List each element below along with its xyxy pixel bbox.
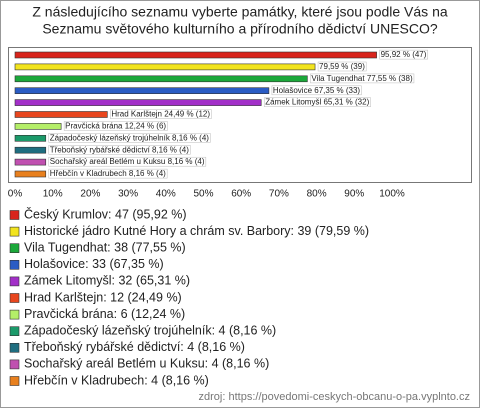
x-tick-label: 90% xyxy=(344,189,364,200)
legend-label: Třeboňský rybářské dědictví: 4 (8,16 %) xyxy=(24,340,245,354)
value-label-bg xyxy=(271,85,362,96)
value-label-bg xyxy=(263,97,371,107)
value-label: Třeboňský rybářské dědictví 8,16 % (4) xyxy=(50,145,190,154)
value-label: Holašovice 67,35 % (33) xyxy=(273,86,360,95)
x-tick-label: 0% xyxy=(8,189,23,200)
legend-label: Západočeský lázeňský trojúhelník: 4 (8,1… xyxy=(24,323,276,337)
x-tick-label: 100% xyxy=(379,189,405,200)
value-label-bg xyxy=(48,133,211,143)
value-label: Vila Tugendhat 77,55 % (38) xyxy=(311,74,413,83)
legend-label: Zámek Litomyšl: 32 (65,31 %) xyxy=(24,274,190,288)
value-label-bg xyxy=(48,145,191,155)
legend-swatch xyxy=(9,293,20,303)
value-label-bg xyxy=(63,121,168,131)
legend-label: Pravčická brána: 6 (12,24 %) xyxy=(24,307,185,321)
bar xyxy=(14,63,316,71)
legend-label: Sochařský areál Betlém u Kuksu: 4 (8,16 … xyxy=(24,357,269,371)
bar xyxy=(14,99,262,106)
x-tick-label: 80% xyxy=(307,189,327,200)
bar xyxy=(14,146,47,154)
legend-label: Holašovice: 33 (67,35 %) xyxy=(24,257,164,271)
value-label-bg xyxy=(379,49,429,60)
value-label-bg xyxy=(48,156,207,167)
legend-label: Hřebčín v Kladrubech: 4 (8,16 %) xyxy=(24,373,209,387)
bar xyxy=(14,158,47,166)
value-label: 95,92 % (47) xyxy=(381,50,427,59)
legend-label: Vila Tugendhat: 38 (77,55 %) xyxy=(24,240,186,254)
x-tick-label: 50% xyxy=(193,189,213,200)
bar xyxy=(14,51,377,59)
legend-swatch xyxy=(9,210,20,220)
bar xyxy=(14,135,47,142)
value-label: Pravčická brána 12,24 % (6) xyxy=(65,122,166,131)
legend-label: Hrad Karlštejn: 12 (24,49 %) xyxy=(24,290,182,304)
legend-swatch xyxy=(9,376,20,386)
x-tick-label: 40% xyxy=(156,189,176,200)
value-label: 79,59 % (39) xyxy=(319,62,365,71)
legend-label: Historické jádro Kutné Hory a chrám sv. … xyxy=(24,224,369,238)
legend-swatch xyxy=(9,276,20,287)
legend-swatch xyxy=(9,226,20,237)
legend-swatch xyxy=(9,243,20,253)
value-label-bg xyxy=(48,168,168,179)
value-label-bg xyxy=(110,109,212,119)
bar xyxy=(14,170,47,178)
bar xyxy=(14,111,108,118)
x-tick-label: 30% xyxy=(118,189,138,200)
legend-swatch xyxy=(9,326,20,337)
x-tick-label: 60% xyxy=(231,189,251,200)
bar xyxy=(14,123,62,130)
x-tick-label: 70% xyxy=(269,189,289,200)
source: zdroj: https://povedomi-ceskych-obcanu-o… xyxy=(199,391,470,403)
bar xyxy=(14,75,308,83)
value-label: Západočeský lázeňský trojúhelník 8,16 % … xyxy=(50,133,210,142)
value-label-bg xyxy=(310,73,415,84)
chart-title: Z následujícího seznamu vyberte památky,… xyxy=(32,4,448,20)
value-label-bg xyxy=(317,61,367,72)
value-label: Hrad Karlštejn 24,49 % (12) xyxy=(111,110,210,119)
chart-title: Seznamu světového kulturního a přírodníh… xyxy=(42,21,438,37)
x-tick-label: 20% xyxy=(80,189,100,200)
legend-swatch xyxy=(9,359,20,370)
value-label: Zámek Litomyšl 65,31 % (32) xyxy=(265,98,369,107)
legend-swatch xyxy=(9,342,20,353)
value-label: Sochařský areál Betlém u Kuksu 8,16 % (4… xyxy=(50,157,205,166)
legend-label: Český Krumlov: 47 (95,92 %) xyxy=(24,206,187,221)
legend-swatch xyxy=(9,259,20,270)
legend-swatch xyxy=(9,309,20,320)
x-tick-label: 10% xyxy=(43,189,63,200)
value-label: Hřebčín v Kladrubech 8,16 % (4) xyxy=(50,169,166,178)
bar xyxy=(14,87,270,94)
